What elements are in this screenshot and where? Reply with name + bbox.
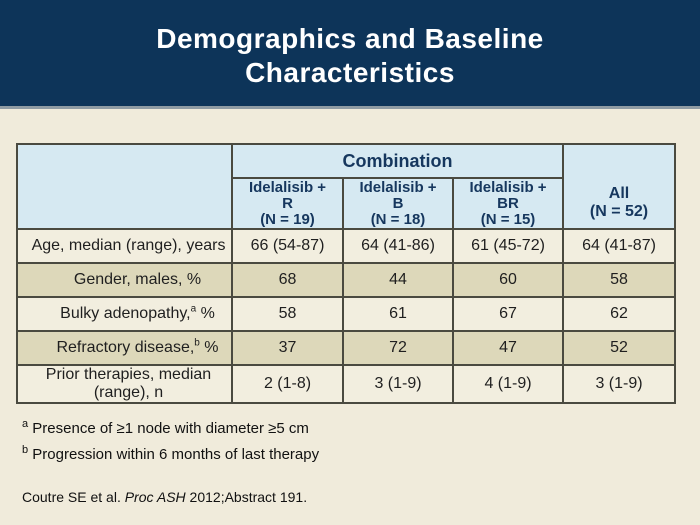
corner-header-cell <box>16 143 233 230</box>
row-label-prior-therapies: Prior therapies, median (range), n <box>16 364 233 404</box>
citation: Coutre SE et al. Proc ASH 2012;Abstract … <box>22 489 308 505</box>
all-header-line2: (N = 52) <box>589 203 649 220</box>
cell-bulky-r: 58 <box>231 296 344 332</box>
all-column-header-cell: All (N = 52) <box>562 143 677 230</box>
combination-header-cell: Combination <box>230 143 565 179</box>
footnote-b: b Progression within 6 months of last th… <box>22 444 320 464</box>
cell-gender-br: 60 <box>451 262 565 298</box>
cell-prior-b: 3 (1-9) <box>342 364 454 404</box>
column-header-idelalisib-b: Idelalisib + B (N = 18) <box>342 177 454 230</box>
table-row-refractory-disease: Refractory disease,b % 37 72 47 52 <box>16 330 677 366</box>
row-label-age: Age, median (range), years <box>16 228 233 264</box>
table-header-row-columns: Idelalisib + R (N = 19) Idelalisib + B (… <box>17 177 675 230</box>
cell-prior-all: 3 (1-9) <box>562 364 677 404</box>
table-row-age: Age, median (range), years 66 (54-87) 64… <box>16 228 677 264</box>
cell-refractory-r: 37 <box>231 330 344 366</box>
cell-bulky-b: 61 <box>342 296 454 332</box>
cell-bulky-br: 67 <box>451 296 565 332</box>
table-row-prior-therapies: Prior therapies, median (range), n 2 (1-… <box>16 364 677 404</box>
column-header-idelalisib-br: Idelalisib + BR (N = 15) <box>451 177 565 230</box>
row-label-bulky-adenopathy: Bulky adenopathy,a % <box>16 296 233 332</box>
row-label-refractory-disease: Refractory disease,b % <box>16 330 233 366</box>
demographics-table: Combination All (N = 52) Idelalisib + R … <box>16 143 677 404</box>
cell-age-all: 64 (41-87) <box>562 228 677 264</box>
cell-gender-all: 58 <box>562 262 677 298</box>
cell-gender-b: 44 <box>342 262 454 298</box>
cell-refractory-all: 52 <box>562 330 677 366</box>
cell-refractory-br: 47 <box>451 330 565 366</box>
cell-prior-br: 4 (1-9) <box>451 364 565 404</box>
slide-title: Demographics and Baseline Characteristic… <box>156 16 544 90</box>
table-row-bulky-adenopathy: Bulky adenopathy,a % 58 61 67 62 <box>16 296 677 332</box>
row-label-gender: Gender, males, % <box>16 262 233 298</box>
cell-prior-r: 2 (1-8) <box>231 364 344 404</box>
citation-journal: Proc ASH <box>124 489 186 505</box>
table-row-gender: Gender, males, % 68 44 60 58 <box>16 262 677 298</box>
slide-title-line2: Characteristics <box>245 57 455 88</box>
cell-age-r: 66 (54-87) <box>231 228 344 264</box>
title-band: Demographics and Baseline Characteristic… <box>0 0 700 109</box>
cell-bulky-all: 62 <box>562 296 677 332</box>
footnotes: a Presence of ≥1 node with diameter ≥5 c… <box>22 418 320 472</box>
cell-gender-r: 68 <box>231 262 344 298</box>
column-header-idelalisib-r: Idelalisib + R (N = 19) <box>231 177 344 230</box>
slide-title-line1: Demographics and Baseline <box>156 23 544 54</box>
cell-age-b: 64 (41-86) <box>342 228 454 264</box>
cell-refractory-b: 72 <box>342 330 454 366</box>
all-header-line1: All <box>608 185 630 202</box>
cell-age-br: 61 (45-72) <box>451 228 565 264</box>
footnote-a: a Presence of ≥1 node with diameter ≥5 c… <box>22 418 309 438</box>
table-header-row-group: Combination All (N = 52) <box>16 143 677 230</box>
